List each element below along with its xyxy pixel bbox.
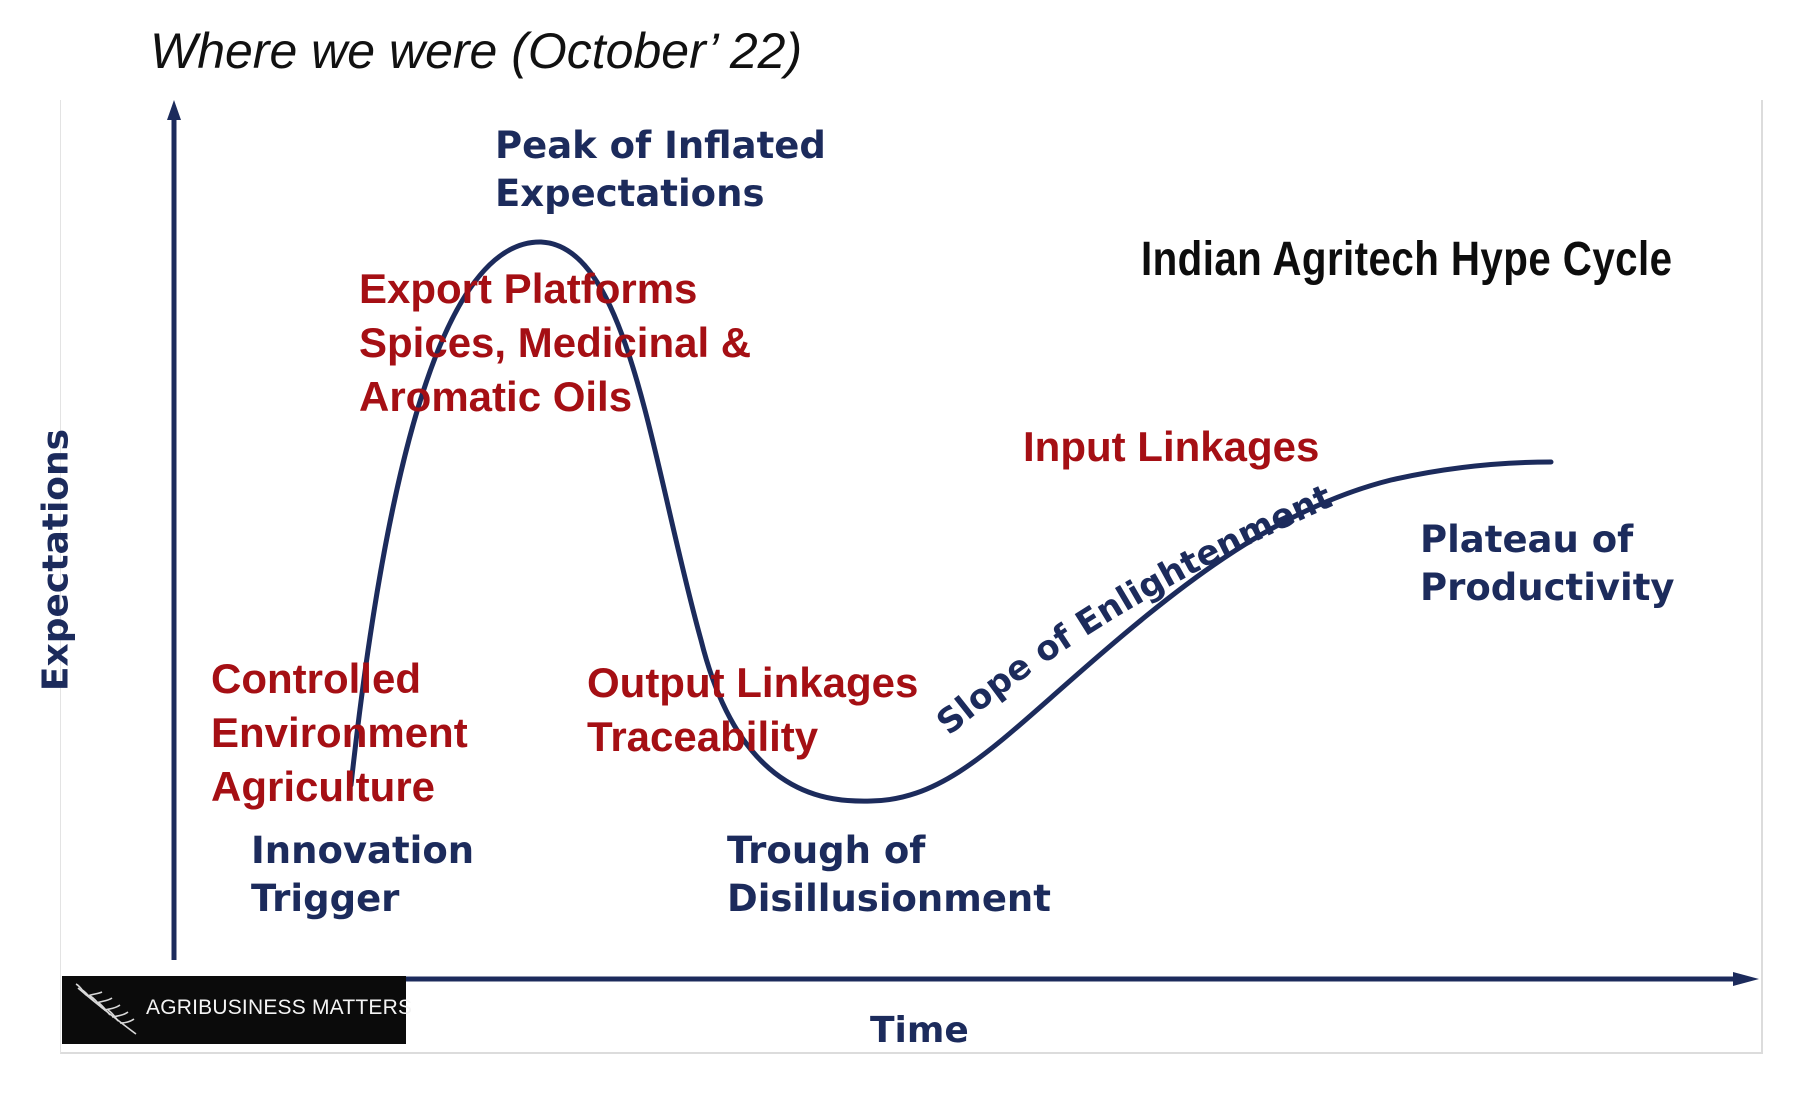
stage-innovation-trigger: Innovation Trigger xyxy=(251,827,474,923)
y-axis-label: Expectations xyxy=(35,428,77,692)
item-controlled-environment-agriculture: Controlled Environment Agriculture xyxy=(211,652,468,814)
item-output-line-1: Output Linkages xyxy=(587,659,919,706)
item-output-line-2: Traceability xyxy=(587,713,819,760)
stage-peak-line-1: Peak of Inflated xyxy=(495,124,826,167)
item-export-line-3: Aromatic Oils xyxy=(359,373,633,420)
item-export-line-1: Export Platforms xyxy=(359,265,698,312)
stage-plateau-line-2: Productivity xyxy=(1420,566,1675,609)
item-cea-line-2: Environment xyxy=(211,709,468,756)
item-output-linkages: Output Linkages Traceability xyxy=(587,656,918,764)
item-export-line-2: Spices, Medicinal & xyxy=(359,319,752,366)
x-axis-label: Time xyxy=(870,1010,969,1051)
stage-plateau-line-1: Plateau of xyxy=(1420,518,1634,561)
stage-trough-of-disillusionment: Trough of Disillusionment xyxy=(727,827,1051,923)
stage-peak-line-2: Expectations xyxy=(495,172,765,215)
item-input-linkages: Input Linkages xyxy=(1023,423,1320,470)
y-axis-arrowhead xyxy=(167,100,181,120)
diagram-title: Indian Agritech Hype Cycle xyxy=(1141,233,1673,286)
hype-cycle-graphics: Slope of Enlightenment xyxy=(167,100,1759,986)
item-cea-line-1: Controlled xyxy=(211,655,421,702)
olive-branch-icon xyxy=(75,983,137,1035)
slide-title: Where we were (October’ 22) xyxy=(150,23,803,79)
item-cea-line-3: Agriculture xyxy=(211,763,436,810)
stage-slope-of-enlightenment: Slope of Enlightenment xyxy=(929,477,1338,743)
stage-plateau-of-productivity: Plateau of Productivity xyxy=(1420,516,1675,612)
logo-text: AGRIBUSINESS MATTERS xyxy=(146,996,413,1019)
stage-trough-line-2: Disillusionment xyxy=(727,877,1051,920)
stage-innovation-line-1: Innovation xyxy=(251,829,475,872)
item-export-platforms: Export Platforms Spices, Medicinal & Aro… xyxy=(359,262,751,424)
stage-trough-line-1: Trough of xyxy=(727,829,926,872)
y-axis-label-text: Expectations xyxy=(35,428,77,692)
agribusiness-matters-logo: AGRIBUSINESS MATTERS xyxy=(62,976,412,1044)
stage-peak-of-inflated-expectations: Peak of Inflated Expectations xyxy=(495,122,826,218)
hype-curve xyxy=(348,239,1554,804)
hype-cycle-diagram: Slope of Enlightenment Peak of Inflated … xyxy=(60,100,1763,1054)
stage-innovation-line-2: Trigger xyxy=(251,877,400,920)
x-axis-arrowhead xyxy=(1733,972,1759,986)
